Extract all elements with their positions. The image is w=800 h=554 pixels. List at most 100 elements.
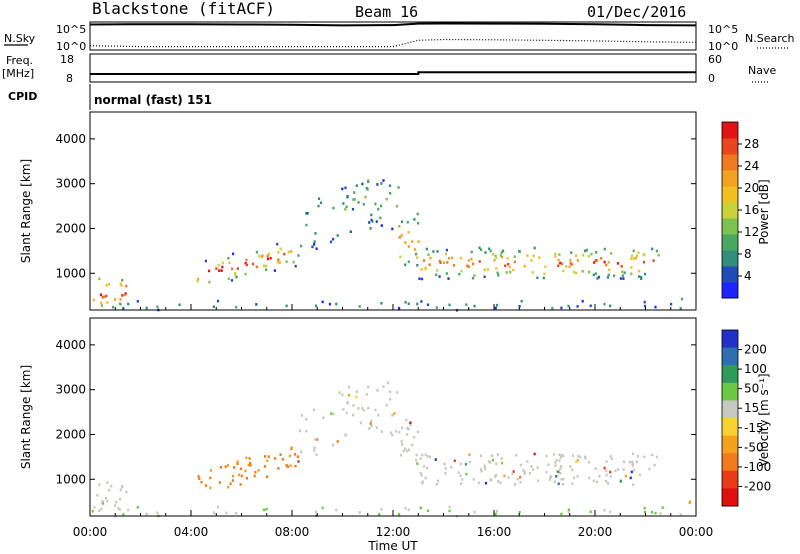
velocity-cell-218 (560, 454, 563, 457)
time-tick-label-5: 20:00 (578, 525, 613, 539)
velocity-cell-157 (557, 482, 560, 486)
power-cell-84 (319, 201, 323, 205)
power-colorbar-swatch-8 (722, 154, 738, 171)
power-cell-318 (407, 302, 410, 306)
power-cell-302 (606, 276, 610, 279)
velocity-cell-7 (108, 488, 111, 492)
power-cell-221 (603, 260, 606, 264)
power-cell-177 (554, 252, 557, 256)
freq-tick-right-1: 0 (708, 72, 715, 85)
velocity-cell-212 (631, 460, 634, 464)
velocity-cell-52 (257, 469, 260, 472)
power-colorbar-swatch-3 (722, 234, 738, 251)
power-cell-108 (366, 188, 369, 191)
velocity-cell-332 (518, 511, 521, 514)
power-cell-232 (582, 253, 585, 257)
power-cell-158 (562, 269, 565, 273)
velocity-cell-282 (545, 470, 548, 474)
velocity-cell-346 (659, 512, 662, 515)
power-cell-121 (370, 213, 373, 217)
power-cell-37 (277, 258, 280, 261)
beam-title: Beam 16 (355, 3, 418, 21)
power-cell-130 (377, 207, 380, 211)
power-colorbar-swatch-7 (722, 170, 738, 187)
velocity-cell-192 (421, 453, 424, 457)
power-cell-94 (342, 202, 345, 205)
velocity-cell-118 (370, 419, 373, 423)
power-cell-11 (103, 295, 106, 299)
velocity-cell-112 (386, 381, 389, 385)
velocity-cell-320 (216, 505, 220, 509)
velocity-colorbar-label-0: 200 (744, 343, 767, 357)
power-cell-114 (395, 204, 398, 208)
velocity-cell-138 (400, 443, 404, 446)
cpid-ylabel: CPID (8, 90, 37, 103)
velocity-cell-84 (355, 390, 358, 393)
power-cell-334 (426, 303, 430, 307)
velocity-cell-287 (428, 455, 432, 459)
power-cell-74 (317, 197, 321, 200)
power-cell-233 (421, 277, 424, 281)
power-cell-26 (263, 264, 266, 268)
power-cell-183 (634, 256, 637, 260)
velocity-colorbar-label-4: -15 (744, 421, 764, 435)
power-cell-213 (505, 271, 508, 274)
power-cell-89 (332, 237, 335, 241)
power-cell-168 (435, 273, 438, 277)
velocity-cell-45 (240, 474, 243, 478)
power-cell-180 (607, 273, 610, 277)
power-cell-21 (92, 298, 95, 302)
velocity-cell-33 (266, 475, 269, 479)
velocity-cell-303 (315, 510, 318, 514)
velocity-cell-177 (624, 474, 627, 478)
velocity-cell-224 (632, 483, 635, 486)
noise-tick-left-1: 10^0 (56, 40, 86, 53)
power-cell-164 (507, 263, 510, 266)
power-cell-255 (500, 251, 503, 254)
power-cell-76 (344, 186, 347, 190)
velocity-cell-172 (610, 457, 614, 461)
power-cell-62 (269, 256, 272, 260)
velocity-cell-48 (294, 453, 297, 456)
velocity-colorbar-swatch-8 (722, 470, 738, 489)
velocity-cell-109 (344, 434, 347, 437)
velocity-cell-22 (118, 497, 122, 501)
power-cell-145 (406, 220, 409, 224)
velocity-cell-194 (503, 474, 506, 478)
power-cell-126 (368, 221, 371, 224)
velocity-cell-231 (480, 468, 483, 471)
velocity-cell-2 (98, 483, 101, 487)
cpid-panel: CPID normal (fast) 151 (8, 84, 212, 110)
power-cell-117 (369, 227, 372, 230)
velocity-cell-122 (389, 398, 392, 401)
velocity-cell-159 (444, 472, 447, 475)
power-cell-312 (670, 302, 673, 306)
power-cell-30 (277, 251, 280, 254)
velocity-cell-254 (622, 468, 625, 471)
velocity-cell-53 (209, 486, 212, 490)
power-cell-249 (495, 256, 498, 260)
velocity-cell-324 (567, 510, 570, 514)
velocity-cell-119 (370, 424, 373, 428)
velocity-cell-5 (100, 507, 103, 511)
power-cell-223 (438, 275, 441, 278)
velocity-cell-116 (375, 426, 378, 429)
power-cell-123 (376, 183, 379, 186)
power-cell-240 (538, 256, 541, 259)
freq-tick-left-0: 18 (60, 53, 74, 66)
power-cell-124 (382, 179, 385, 182)
power-cell-194 (420, 268, 423, 271)
power-cell-265 (594, 272, 597, 275)
power-cell-298 (632, 257, 635, 260)
velocity-cell-238 (426, 455, 429, 458)
velocity-cell-154 (480, 469, 483, 473)
velocity-cell-286 (629, 476, 632, 480)
power-cell-189 (569, 259, 572, 262)
velocity-cell-94 (351, 413, 355, 417)
power-cell-33 (283, 252, 286, 256)
velocity-cell-87 (332, 443, 335, 447)
velocity-cell-260 (519, 463, 522, 467)
velocity-cell-56 (289, 464, 292, 467)
velocity-colorbar-swatch-6 (722, 435, 738, 454)
power-cell-229 (590, 252, 593, 256)
